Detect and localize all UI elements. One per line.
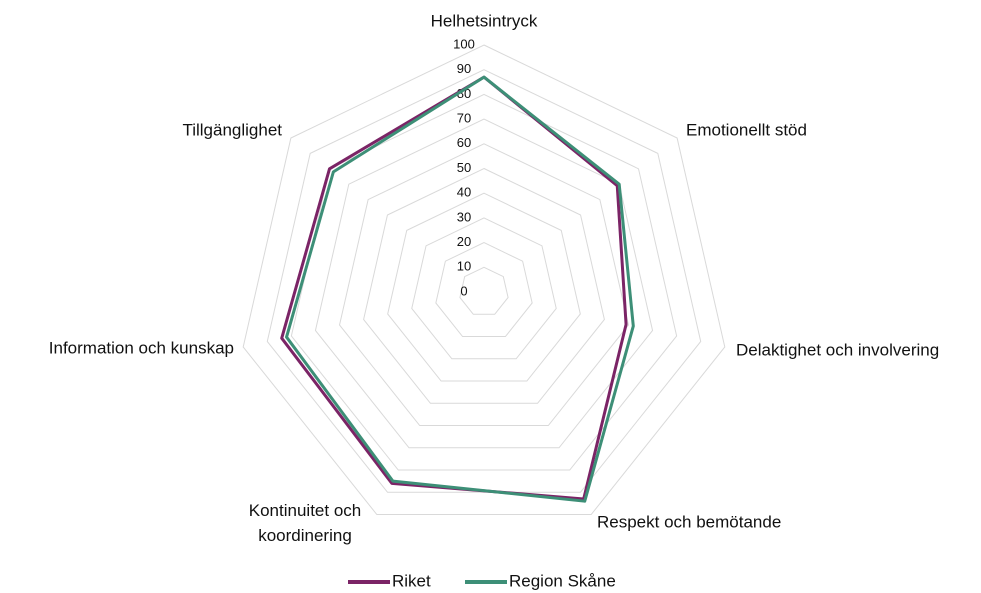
- label-line: koordinering: [258, 526, 352, 545]
- tick-label: 30: [457, 209, 471, 224]
- tick-label: 50: [457, 160, 471, 175]
- category-label: Tillgänglighet: [182, 120, 282, 139]
- grid-ring: [242, 44, 726, 516]
- category-label: Helhetsintryck: [431, 11, 538, 30]
- tick-label: 70: [457, 111, 471, 126]
- category-label: Kontinuitet och koordinering: [249, 501, 361, 545]
- category-label: Delaktighet och involvering: [736, 340, 939, 359]
- tick-label: 10: [457, 259, 471, 274]
- grid-ring: [363, 167, 605, 404]
- tick-label: 100: [453, 36, 475, 51]
- grid-ring: [314, 118, 654, 449]
- legend-label: Region Skåne: [509, 571, 616, 590]
- tick-label: 40: [457, 185, 471, 200]
- grid-ring: [387, 192, 581, 382]
- legend-label: Riket: [392, 571, 431, 590]
- grid-ring: [435, 242, 533, 338]
- grid-ring: [459, 266, 509, 315]
- series-line: [285, 75, 635, 503]
- label-line: Kontinuitet och: [249, 501, 361, 520]
- category-label: Emotionellt stöd: [686, 120, 807, 139]
- tick-label: 20: [457, 234, 471, 249]
- tick-label: 60: [457, 135, 471, 150]
- tick-label: 0: [460, 283, 467, 298]
- category-label: Information och kunskap: [49, 338, 234, 357]
- category-label: Respekt och bemötande: [597, 512, 781, 531]
- tick-label: 90: [457, 61, 471, 76]
- grid-ring: [411, 217, 557, 360]
- grid-ring: [338, 143, 630, 427]
- grid-ring: [266, 69, 702, 493]
